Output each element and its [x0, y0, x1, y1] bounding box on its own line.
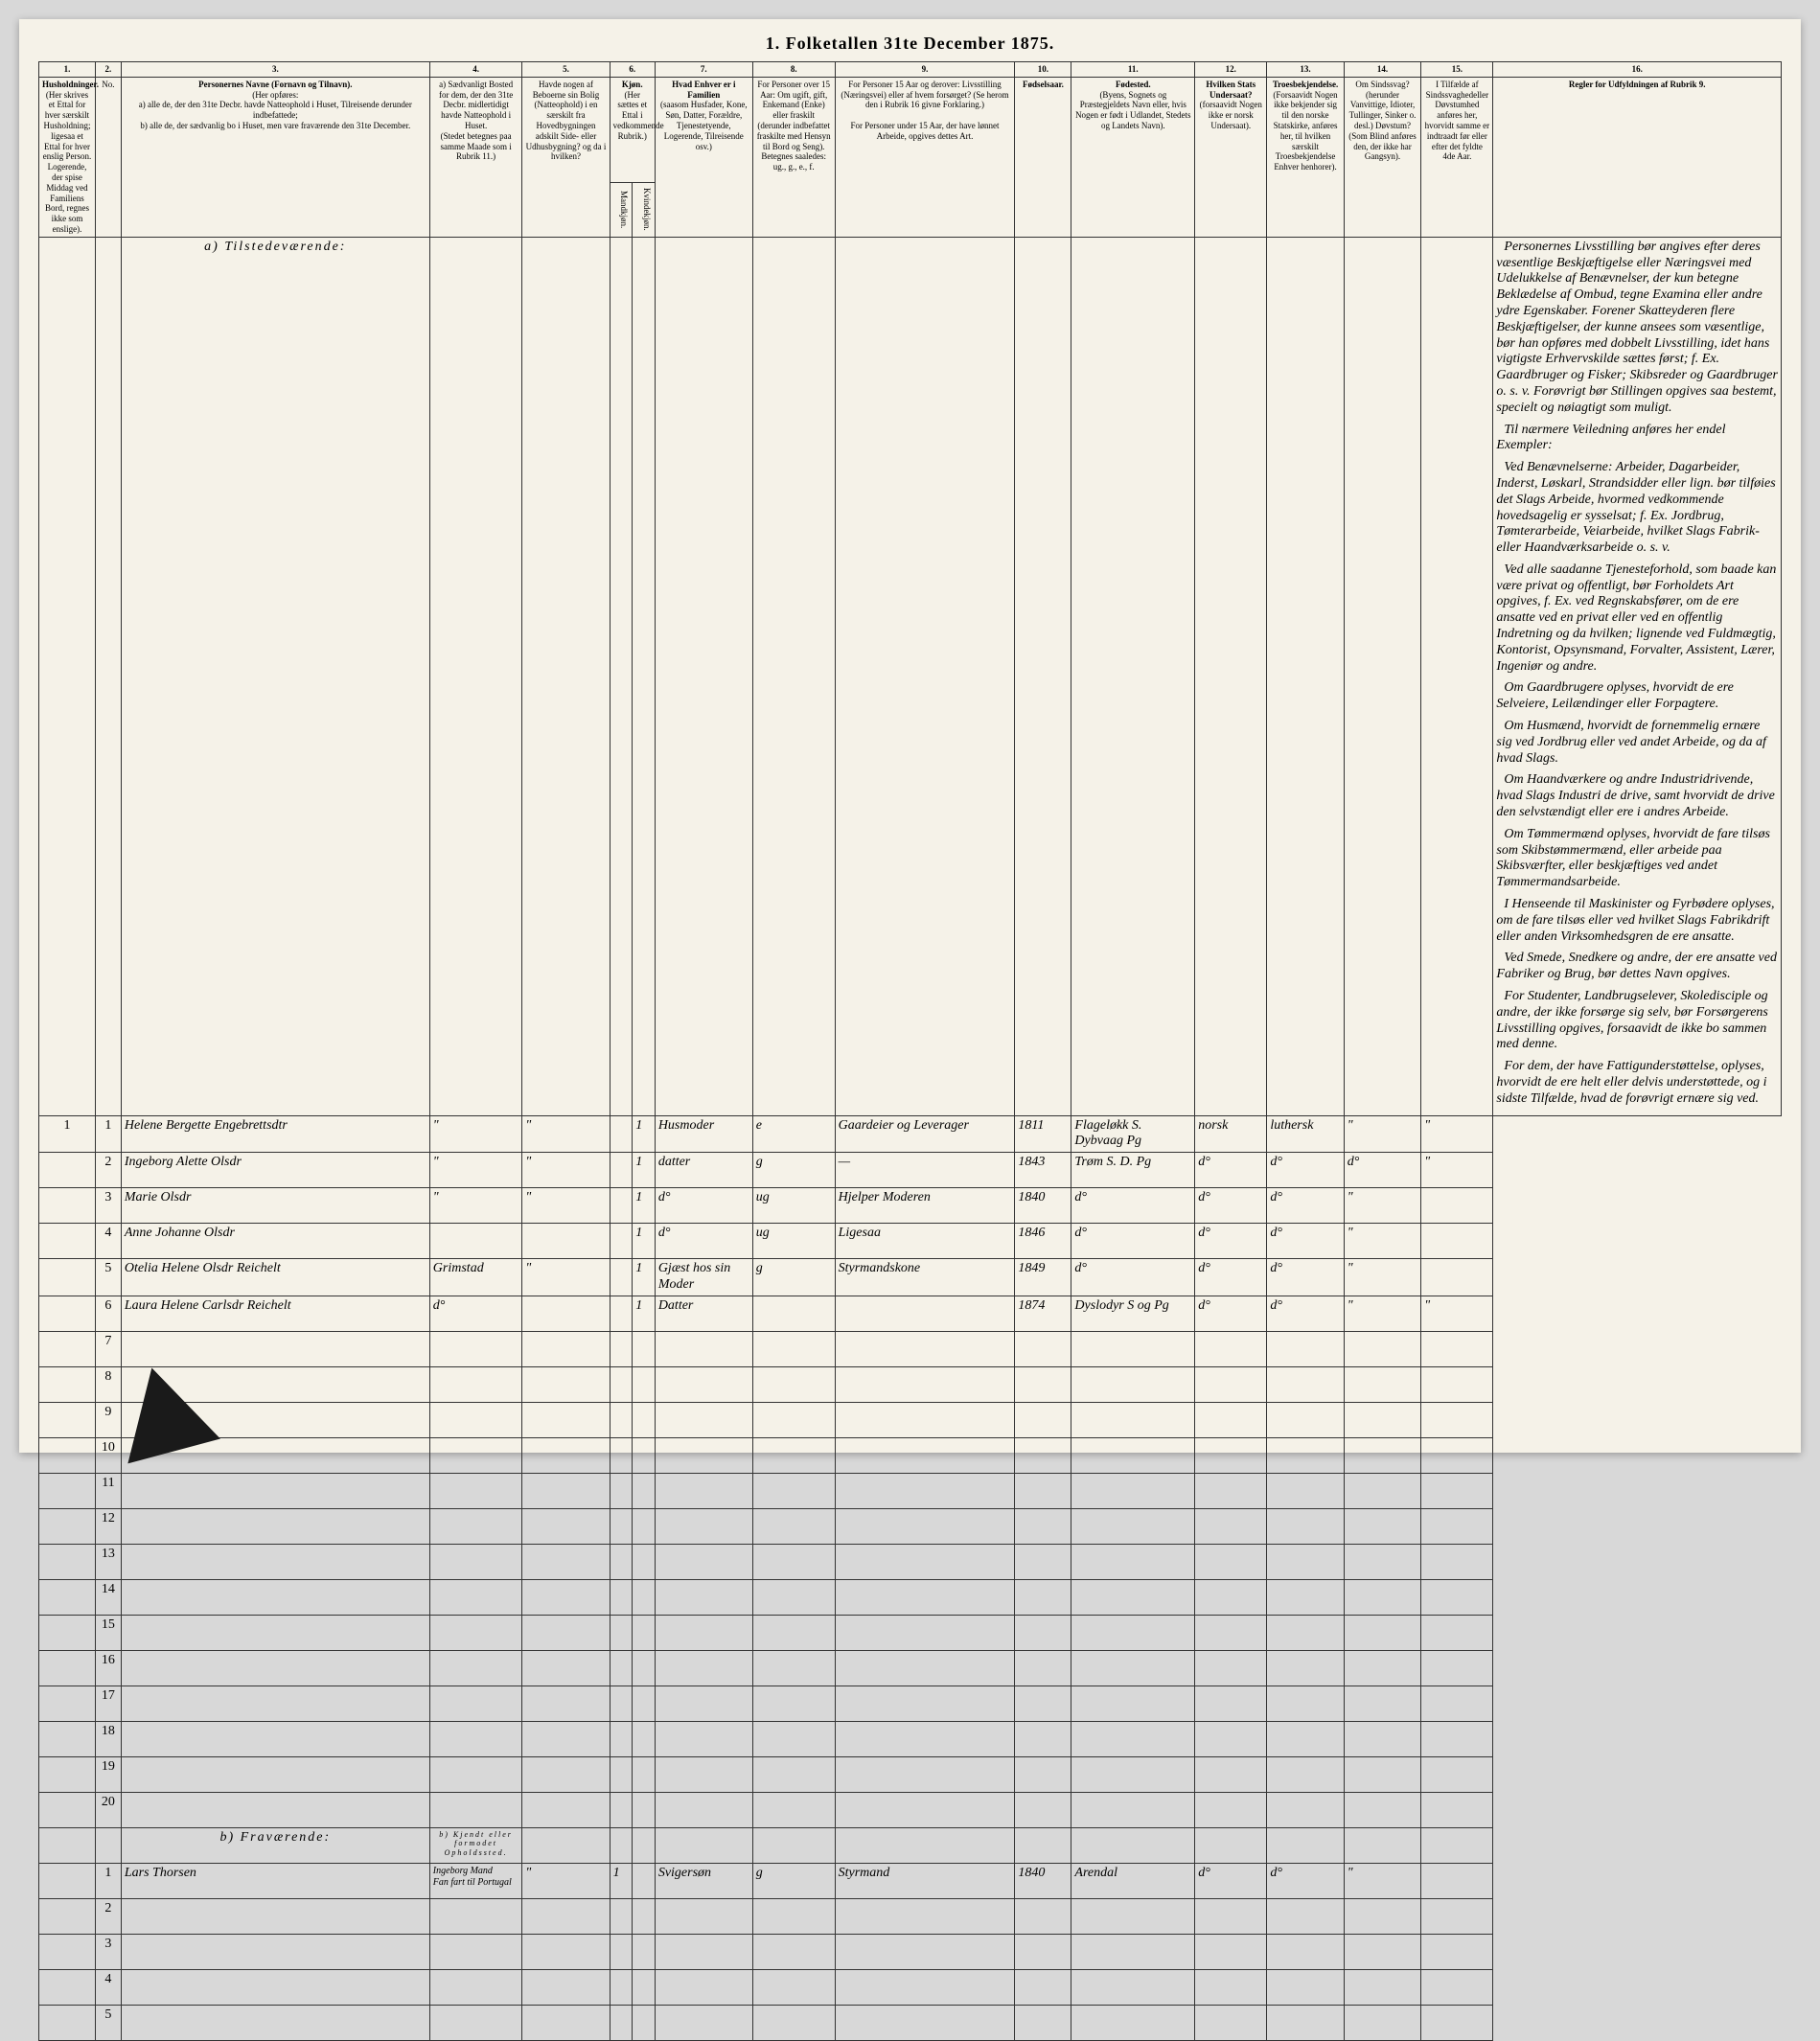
- colnum: 12.: [1195, 62, 1267, 78]
- h-mand: Mandkjøn.: [610, 182, 633, 237]
- h-fodested: Fødested.(Byens, Sognets og Præstegjelde…: [1071, 77, 1195, 237]
- table-row: 18: [39, 1721, 1782, 1756]
- h-fodselsaar: Fødselsaar.: [1015, 77, 1071, 237]
- table-row: 1 1 Helene Bergette Engebrettsdtr " " 1 …: [39, 1115, 1782, 1153]
- header-row: Husholdninger.(Her skrives et Ettal for …: [39, 77, 1782, 182]
- h-sindssvag: Om Sindssvag? (herunder Vanvittige, Idio…: [1344, 77, 1420, 237]
- census-page: 1. Folketallen 31te December 1875. 1. 2.…: [19, 19, 1801, 1453]
- rules-paragraph: Om Husmænd, hvorvidt de fornemmelig ernæ…: [1496, 719, 1778, 767]
- colnum: 7.: [655, 62, 752, 78]
- colnum: 8.: [752, 62, 835, 78]
- rules-paragraph: Om Tømmermænd oplyses, hvorvidt de fare …: [1496, 827, 1778, 891]
- h-names: Personernes Navne (Fornavn og Tilnavn). …: [121, 77, 429, 237]
- colnum: 6.: [610, 62, 655, 78]
- table-row: 9: [39, 1402, 1782, 1437]
- table-row: 1 Lars Thorsen Ingeborg MandFan fart til…: [39, 1863, 1782, 1898]
- h-hushold: Husholdninger.(Her skrives et Ettal for …: [39, 77, 96, 237]
- section-b-row: b) Fraværende: b) Kjendt eller formodet …: [39, 1827, 1782, 1863]
- table-row: 5 Otelia Helene Olsdr Reichelt Grimstad …: [39, 1259, 1782, 1296]
- section-a-row: a) Tilstedeværende: Personernes Livsstil…: [39, 237, 1782, 1115]
- colnum: 3.: [121, 62, 429, 78]
- rules-column: Personernes Livsstilling bør angives eft…: [1493, 237, 1782, 1115]
- rules-paragraph: I Henseende til Maskinister og Fyrbødere…: [1496, 897, 1778, 945]
- section-b-label: b) Fraværende:: [121, 1827, 429, 1863]
- colnum: 11.: [1071, 62, 1195, 78]
- rules-paragraph: Personernes Livsstilling bør angives eft…: [1496, 240, 1778, 417]
- colnum: 14.: [1344, 62, 1420, 78]
- column-number-row: 1. 2. 3. 4. 5. 6. 7. 8. 9. 10. 11. 12. 1…: [39, 62, 1782, 78]
- h-bolig: Havde nogen af Beboerne sin Bolig (Natte…: [522, 77, 610, 237]
- page-title: 1. Folketallen 31te December 1875.: [38, 34, 1782, 54]
- h-tilfaelde: I Tilfælde af Sindssvaghedeller Døvstumh…: [1421, 77, 1493, 237]
- section-b-col: b) Kjendt eller formodet Opholdssted.: [429, 1827, 522, 1863]
- table-row: 20: [39, 1792, 1782, 1827]
- table-row: 11: [39, 1473, 1782, 1508]
- table-row: 19: [39, 1756, 1782, 1792]
- table-row: 6 Laura Helene Carlsdr Reichelt d° 1 Dat…: [39, 1296, 1782, 1331]
- table-row: 10: [39, 1437, 1782, 1473]
- rules-paragraph: For dem, der have Fattigunderstøttelse, …: [1496, 1059, 1778, 1107]
- colnum: 9.: [835, 62, 1015, 78]
- h-kvinde: Kvindekjøn.: [633, 182, 656, 237]
- table-row: 2 Ingeborg Alette Olsdr " " 1 datter g —…: [39, 1153, 1782, 1188]
- rules-paragraph: Ved Benævnelserne: Arbeider, Dagarbeider…: [1496, 460, 1778, 557]
- rules-paragraph: Ved Smede, Snedkere og andre, der ere an…: [1496, 951, 1778, 983]
- table-row: 12: [39, 1508, 1782, 1544]
- colnum: 4.: [429, 62, 522, 78]
- table-row: 4 Anne Johanne Olsdr 1 d° ug Ligesaa 184…: [39, 1224, 1782, 1259]
- colnum: 1.: [39, 62, 96, 78]
- h-familien: Hvad Enhver er i Familien(saasom Husfade…: [655, 77, 752, 237]
- table-row: 16: [39, 1650, 1782, 1686]
- section-a-label: a) Tilstedeværende:: [121, 237, 429, 1115]
- colnum: 13.: [1267, 62, 1344, 78]
- colnum: 5.: [522, 62, 610, 78]
- table-row: 13: [39, 1544, 1782, 1579]
- table-row: 3: [39, 1934, 1782, 1969]
- h-troes: Troesbekjendelse.(Forsaavidt Nogen ikke …: [1267, 77, 1344, 237]
- rules-paragraph: Om Haandværkere og andre Industridrivend…: [1496, 772, 1778, 820]
- rules-paragraph: Til nærmere Veiledning anføres her endel…: [1496, 423, 1778, 455]
- census-table: 1. 2. 3. 4. 5. 6. 7. 8. 9. 10. 11. 12. 1…: [38, 61, 1782, 2041]
- table-row: 15: [39, 1615, 1782, 1650]
- table-row: 14: [39, 1579, 1782, 1615]
- table-row: 8: [39, 1366, 1782, 1402]
- colnum: 16.: [1493, 62, 1782, 78]
- h-kjon: Kjøn.(Her sættes et Ettal i vedkommende …: [610, 77, 655, 182]
- h-stats: Hvilken Stats Undersaat?(forsaavidt Noge…: [1195, 77, 1267, 237]
- table-row: 2: [39, 1898, 1782, 1934]
- rules-paragraph: Om Gaardbrugere oplyses, hvorvidt de ere…: [1496, 680, 1778, 713]
- colnum: 2.: [96, 62, 122, 78]
- colnum: 10.: [1015, 62, 1071, 78]
- h-regler: Regler for Udfyldningen af Rubrik 9.: [1493, 77, 1782, 237]
- table-row: 17: [39, 1686, 1782, 1721]
- table-row: 5: [39, 2005, 1782, 2040]
- h-gift: For Personer over 15 Aar: Om ugift, gift…: [752, 77, 835, 237]
- rules-paragraph: Ved alle saadanne Tjenesteforhold, som b…: [1496, 562, 1778, 676]
- rules-paragraph: For Studenter, Landbrugselever, Skoledis…: [1496, 989, 1778, 1053]
- table-row: 4: [39, 1969, 1782, 2005]
- table-row: 7: [39, 1331, 1782, 1366]
- colnum: 15.: [1421, 62, 1493, 78]
- h-livsstilling: For Personer 15 Aar og derover: Livsstil…: [835, 77, 1015, 237]
- h-no: No.: [96, 77, 122, 237]
- table-row: 3 Marie Olsdr " " 1 d° ug Hjelper Modere…: [39, 1188, 1782, 1224]
- h-bosted: a) Sædvanligt Bosted for dem, der den 31…: [429, 77, 522, 237]
